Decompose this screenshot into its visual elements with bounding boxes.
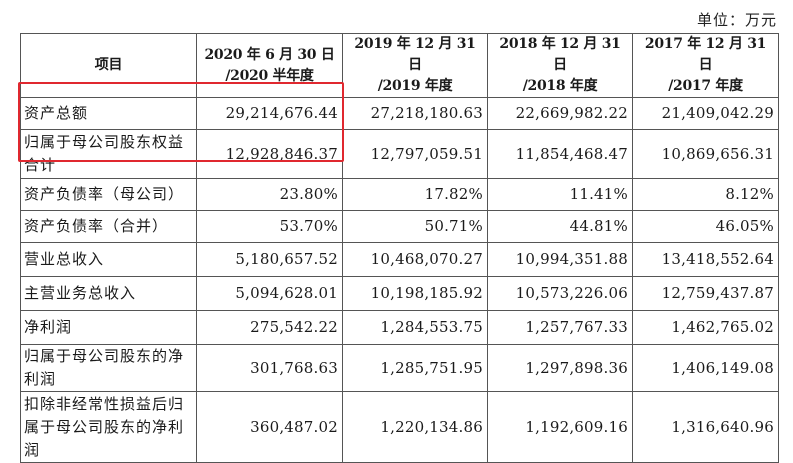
table-cell: 53.70%	[196, 210, 343, 243]
table-row-total-assets: 资产总额 29,214,676.44 27,218,180.63 22,669,…	[20, 97, 779, 130]
table-cell: 1,192,609.16	[487, 391, 633, 463]
table-cell: 5,180,657.52	[196, 242, 343, 277]
financial-table: 项目 2020 年 6 月 30 日 /2020 半年度 2019 年 12 月…	[20, 33, 779, 463]
unit-label: 单位：万元	[696, 11, 777, 29]
table-row-total-revenue: 营业总收入 5,180,657.52 10,468,070.27 10,994,…	[20, 242, 779, 277]
row-label: 归属于母公司股东的净利润	[20, 344, 197, 392]
table-cell: 17.82%	[342, 178, 488, 211]
header-2019: 2019 年 12 月 31 日 /2019 年度	[342, 33, 488, 98]
table-row-parent-net-profit: 归属于母公司股东的净利润 301,768.63 1,285,751.95 1,2…	[20, 344, 779, 392]
table-cell: 12,797,059.51	[342, 129, 488, 179]
table-row-main-revenue: 主营业务总收入 5,094,628.01 10,198,185.92 10,57…	[20, 276, 779, 311]
table-cell: 22,669,982.22	[487, 97, 633, 130]
row-label: 营业总收入	[20, 242, 197, 277]
table-row-parent-equity: 归属于母公司股东权益合计 12,928,846.37 12,797,059.51…	[20, 129, 779, 179]
table-cell: 1,462,765.02	[632, 310, 779, 345]
header-row: 项目 2020 年 6 月 30 日 /2020 半年度 2019 年 12 月…	[20, 33, 779, 98]
row-label: 主营业务总收入	[20, 276, 197, 311]
table-cell: 1,284,553.75	[342, 310, 488, 345]
table-cell: 11,854,468.47	[487, 129, 633, 179]
table-cell: 10,573,226.06	[487, 276, 633, 311]
table-cell: 5,094,628.01	[196, 276, 343, 311]
table-cell: 1,316,640.96	[632, 391, 779, 463]
table-cell: 11.41%	[487, 178, 633, 211]
row-label: 资产负债率（母公司）	[20, 178, 197, 211]
table-cell: 10,468,070.27	[342, 242, 488, 277]
table-row-debt-ratio-consolidated: 资产负债率（合并） 53.70% 50.71% 44.81% 46.05%	[20, 210, 779, 243]
table-row-net-profit: 净利润 275,542.22 1,284,553.75 1,257,767.33…	[20, 310, 779, 345]
row-label: 扣除非经常性损益后归属于母公司股东的净利润	[20, 391, 197, 463]
table-cell: 50.71%	[342, 210, 488, 243]
row-label: 归属于母公司股东权益合计	[20, 129, 197, 179]
table-cell: 1,406,149.08	[632, 344, 779, 392]
table-cell: 8.12%	[632, 178, 779, 211]
table-cell: 1,257,767.33	[487, 310, 633, 345]
table-cell: 46.05%	[632, 210, 779, 243]
table-cell: 12,928,846.37	[196, 129, 343, 179]
table-cell: 1,220,134.86	[342, 391, 488, 463]
table-cell: 360,487.02	[196, 391, 343, 463]
table-cell: 12,759,437.87	[632, 276, 779, 311]
header-2020h1: 2020 年 6 月 30 日 /2020 半年度	[196, 33, 343, 98]
table-cell: 275,542.22	[196, 310, 343, 345]
row-label: 净利润	[20, 310, 197, 345]
table-cell: 27,218,180.63	[342, 97, 488, 130]
table-cell: 10,198,185.92	[342, 276, 488, 311]
table-cell: 1,285,751.95	[342, 344, 488, 392]
row-label: 资产负债率（合并）	[20, 210, 197, 243]
table-cell: 21,409,042.29	[632, 97, 779, 130]
table-cell: 1,297,898.36	[487, 344, 633, 392]
header-2017: 2017 年 12 月 31 日 /2017 年度	[632, 33, 779, 98]
table-cell: 23.80%	[196, 178, 343, 211]
table-row-debt-ratio-parent: 资产负债率（母公司） 23.80% 17.82% 11.41% 8.12%	[20, 178, 779, 211]
header-2018: 2018 年 12 月 31 日 /2018 年度	[487, 33, 633, 98]
table-cell: 10,994,351.88	[487, 242, 633, 277]
header-item: 项目	[20, 33, 197, 98]
table-cell: 10,869,656.31	[632, 129, 779, 179]
row-label: 资产总额	[20, 97, 197, 130]
table-cell: 13,418,552.64	[632, 242, 779, 277]
table-cell: 44.81%	[487, 210, 633, 243]
table-cell: 29,214,676.44	[196, 97, 343, 130]
table-cell: 301,768.63	[196, 344, 343, 392]
table-row-adjusted-net-profit: 扣除非经常性损益后归属于母公司股东的净利润 360,487.02 1,220,1…	[20, 391, 779, 463]
